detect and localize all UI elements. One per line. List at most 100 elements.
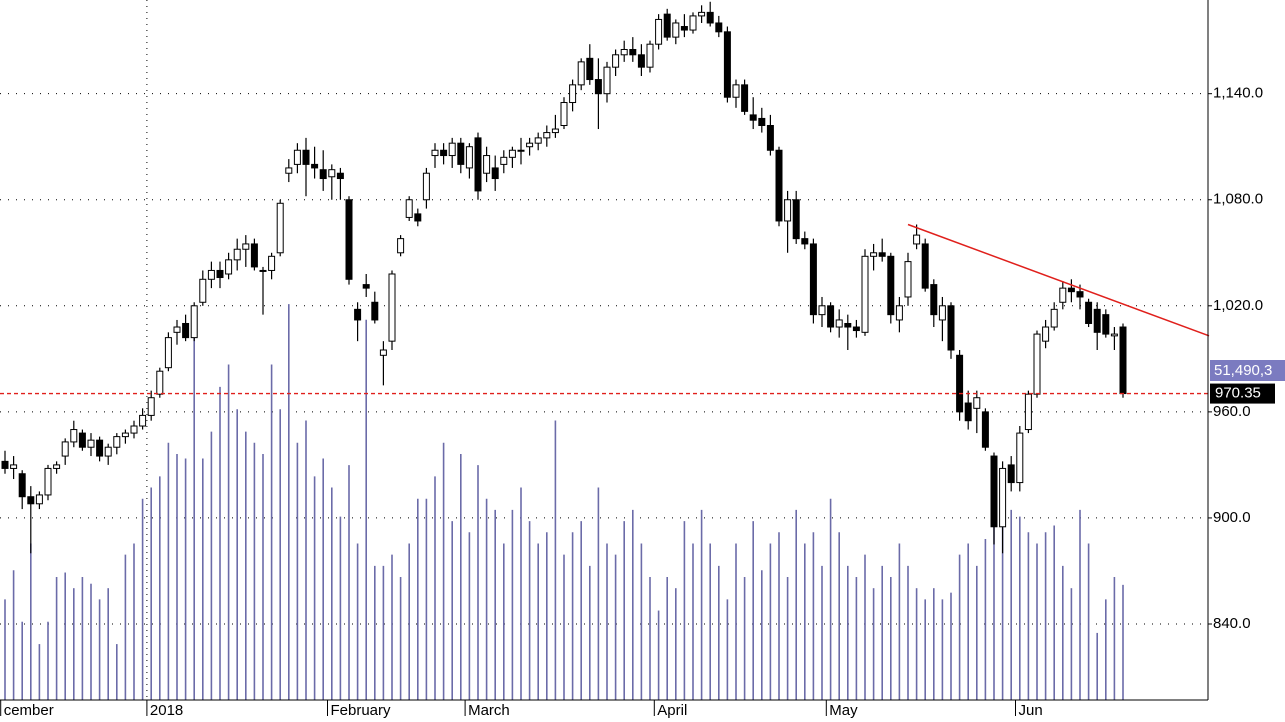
candle-body <box>259 269 267 272</box>
candle-body <box>870 252 878 257</box>
candle-body <box>878 252 886 257</box>
candle-body <box>242 243 250 250</box>
candle-body <box>732 84 740 98</box>
candle-body <box>268 255 276 271</box>
candle-body <box>947 305 955 351</box>
candle-body <box>293 149 301 165</box>
candle-body <box>328 169 336 178</box>
candle-body <box>603 66 611 95</box>
candle-body <box>379 349 387 356</box>
candle-body <box>87 439 95 448</box>
candle-body <box>663 13 671 38</box>
candle-body <box>1102 314 1110 335</box>
candle-body <box>543 132 551 139</box>
candle-body <box>655 18 663 45</box>
candle-body <box>895 305 903 321</box>
overlays <box>0 223 1210 395</box>
candle-body <box>130 425 138 434</box>
x-tick-label: Jun <box>1019 702 1043 719</box>
grid <box>0 0 1212 716</box>
candle-body <box>483 155 491 174</box>
candle-body <box>405 199 413 218</box>
candle-body <box>371 301 379 321</box>
candle-body <box>233 248 241 261</box>
candle-body <box>207 269 215 280</box>
candle-body <box>121 432 129 438</box>
x-tick-label: April <box>657 702 687 719</box>
candle-body <box>182 322 190 339</box>
candle-body <box>422 172 430 201</box>
candle-body <box>766 125 774 151</box>
candle-body <box>285 167 293 174</box>
candle-body <box>1007 464 1015 484</box>
candle-body <box>414 213 422 222</box>
candle-body <box>758 117 766 127</box>
candle-body <box>551 128 559 134</box>
candle-body <box>973 397 981 409</box>
trendline <box>907 223 1210 337</box>
candle-body <box>362 284 370 289</box>
candle-body <box>1076 291 1084 298</box>
candle-body <box>990 455 998 528</box>
candle-body <box>1 460 9 469</box>
candle-body <box>448 142 456 157</box>
candle-body <box>706 11 714 24</box>
candle-body <box>1042 326 1050 342</box>
candle-body <box>173 326 181 333</box>
candle-body <box>612 54 620 68</box>
y-tick-label: 840.0 <box>1213 615 1251 632</box>
candle-body <box>147 397 155 416</box>
candle-body <box>526 142 534 148</box>
candle-body <box>981 411 989 448</box>
candle-body <box>1093 308 1101 333</box>
x-tick-label: May <box>829 702 858 719</box>
x-tick-label: March <box>468 702 510 719</box>
y-tick-label: 900.0 <box>1213 509 1251 526</box>
candle-body <box>397 238 405 254</box>
candle-body <box>465 146 473 169</box>
candle-body <box>921 243 929 289</box>
candle-body <box>534 137 542 144</box>
candle-body <box>689 15 697 31</box>
candle-body <box>680 26 688 31</box>
candle-body <box>913 234 921 245</box>
candle-body <box>113 436 121 448</box>
y-tick-label: 1,080.0 <box>1213 191 1263 208</box>
candle-body <box>311 163 319 169</box>
candle-body <box>938 305 946 321</box>
candle-body <box>225 259 233 275</box>
candle-body <box>827 305 835 328</box>
candle-body <box>646 43 654 68</box>
candle-body <box>586 57 594 81</box>
candle-body <box>809 243 817 316</box>
candle-body <box>775 149 783 222</box>
candle-body <box>517 149 525 152</box>
candle-body <box>70 429 78 443</box>
candle-body <box>18 473 26 498</box>
candle-body <box>1016 432 1024 484</box>
x-tick-label: cember <box>4 702 54 719</box>
candle-body <box>835 319 843 328</box>
candle-body <box>44 467 52 496</box>
candle-body <box>818 305 826 316</box>
candle-body <box>1119 326 1127 395</box>
candle-body <box>569 84 577 104</box>
candle-body <box>1067 287 1075 293</box>
volume-label-box <box>1210 360 1285 381</box>
x-tick-label: 2018 <box>150 702 183 719</box>
candle-body <box>887 255 895 316</box>
candle-body <box>474 137 482 192</box>
candle-body <box>801 238 809 245</box>
candle-body <box>637 54 645 68</box>
candle-body <box>491 167 499 180</box>
y-tick-label: 960.0 <box>1213 403 1251 420</box>
candle-body <box>629 48 637 56</box>
candle-body <box>620 48 628 56</box>
candle-body <box>1050 308 1058 328</box>
candles <box>1 1 1127 554</box>
candle-body <box>1085 301 1093 324</box>
candle-body <box>861 255 869 333</box>
last-price-label: 970.35 <box>1215 385 1261 402</box>
